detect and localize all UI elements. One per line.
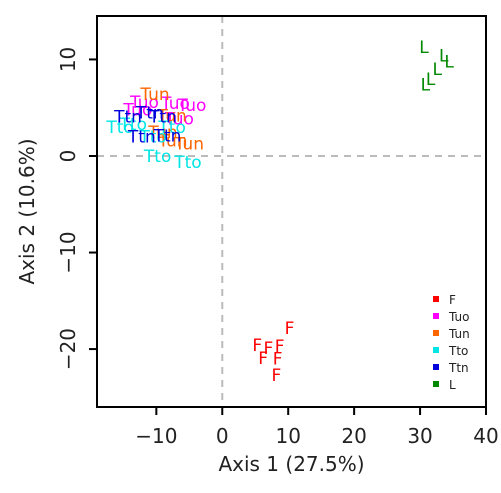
x-tick-label: 40 [473, 424, 498, 448]
x-tick-label: 0 [216, 424, 229, 448]
x-tick-label: 20 [341, 424, 366, 448]
point-f: F [271, 366, 281, 386]
point-f: F [264, 339, 274, 359]
point-tun: Tun [157, 132, 187, 152]
x-axis-label: Axis 1 (27.5%) [218, 452, 364, 476]
legend-swatch-f [433, 296, 439, 302]
legend-swatch-tto [433, 347, 439, 353]
point-tuo: Tuo [164, 109, 194, 129]
point-l: L [439, 47, 449, 67]
point-l: L [421, 76, 431, 96]
legend-label-tto: Tto [448, 344, 468, 358]
x-tick-label: 30 [407, 424, 432, 448]
y-tick-label: −20 [56, 328, 80, 370]
point-tun: Tun [139, 85, 169, 105]
point-tto: Tto [173, 153, 201, 173]
legend-swatch-ttn [433, 364, 439, 370]
point-ttn: Ttn [113, 107, 142, 127]
point-l: L [432, 60, 442, 80]
point-tto: Tto [138, 128, 166, 148]
y-tick-label: 10 [56, 47, 80, 72]
x-axis: −10 0 10 20 30 40 [135, 407, 499, 448]
x-tick-label: 10 [275, 424, 300, 448]
point-l: L [444, 52, 454, 72]
plot-frame [96, 15, 487, 408]
point-f: F [258, 349, 268, 369]
point-l: L [419, 38, 429, 58]
point-f: F [273, 350, 283, 370]
reference-lines [97, 16, 486, 407]
point-tto: Tto [143, 147, 171, 167]
point-tto: Tto [105, 118, 133, 138]
point-f: F [275, 337, 285, 357]
legend-swatch-tun [433, 330, 439, 336]
point-ttn: Ttn [153, 127, 182, 147]
point-ttn: Ttn [135, 104, 164, 124]
point-tto: Tto [119, 115, 147, 135]
legend-swatch-tuo [433, 313, 439, 319]
legend-label-l: L [449, 378, 456, 392]
legend-swatch-l [433, 381, 439, 387]
point-l: L [426, 70, 436, 90]
point-tun: Tun [156, 106, 186, 126]
point-tuo: Tuo [160, 94, 190, 114]
y-tick-label: 0 [56, 150, 80, 163]
legend-label-ttn: Ttn [448, 361, 469, 375]
point-tto: Tto [157, 118, 185, 138]
point-tun: Tun [147, 123, 177, 143]
point-ttn: Ttn [127, 128, 156, 148]
x-tick-label: −10 [135, 424, 177, 448]
point-tuo: Tuo [176, 96, 206, 116]
point-tuo: Tuo [129, 93, 159, 113]
point-tuo: Tuo [122, 101, 152, 121]
point-f: F [285, 319, 295, 339]
legend-label-tun: Tun [448, 327, 470, 341]
y-axis-label: Axis 2 (10.6%) [15, 138, 39, 284]
y-axis: −20 −10 0 10 [56, 47, 97, 370]
legend-label-tuo: Tuo [448, 310, 469, 324]
point-f: F [252, 336, 262, 356]
y-tick-label: −10 [56, 231, 80, 273]
legend-label-f: F [449, 293, 456, 307]
point-ttn: Ttn [148, 107, 177, 127]
point-tun: Tun [174, 134, 204, 154]
legend: F Tuo Tun Tto Ttn L [433, 293, 470, 392]
